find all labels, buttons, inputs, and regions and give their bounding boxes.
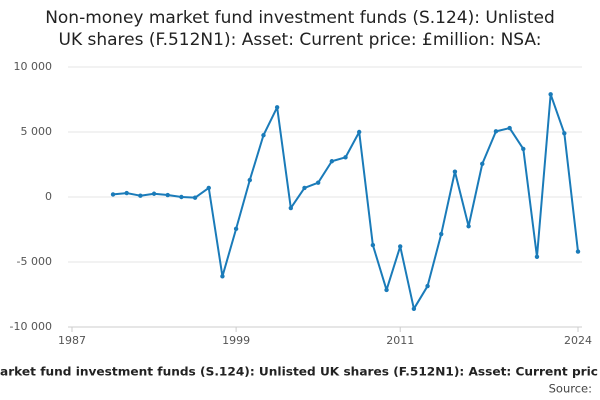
point	[165, 192, 170, 198]
point	[138, 193, 143, 198]
y-tick-label: 0	[45, 190, 52, 203]
y-tick-label: -10 000	[10, 320, 52, 333]
point	[124, 190, 129, 196]
point	[315, 180, 321, 185]
x-tick-label: 2011	[386, 334, 414, 347]
point	[466, 224, 471, 229]
point	[534, 254, 540, 259]
y-tick-label: -5 000	[17, 255, 52, 268]
chart-title: Non-money market fund investment funds (…	[45, 8, 555, 28]
point	[411, 306, 417, 311]
x-tick-label: 2024	[564, 334, 592, 347]
x-tick-label: 1999	[222, 334, 250, 347]
point	[480, 161, 485, 167]
point	[521, 146, 526, 152]
point	[493, 129, 499, 134]
point	[274, 105, 280, 110]
point	[329, 159, 335, 164]
point	[439, 231, 444, 237]
point	[261, 133, 266, 138]
point	[302, 185, 307, 191]
point	[548, 92, 553, 97]
point	[192, 195, 198, 200]
x-axis-label: arket fund investment funds (S.124): Unl…	[0, 365, 598, 379]
chart-title: UK shares (F.512N1): Asset: Current pric…	[59, 30, 542, 50]
point	[151, 191, 157, 196]
point	[398, 244, 403, 249]
x-tick-label: 1987	[58, 334, 86, 347]
point	[343, 155, 348, 160]
y-tick-label: 10 000	[14, 60, 53, 73]
point	[425, 283, 430, 289]
point	[179, 194, 184, 200]
point	[370, 242, 376, 248]
point	[247, 177, 252, 183]
point	[507, 125, 512, 131]
point	[452, 169, 458, 174]
source: Source:	[549, 382, 592, 396]
point	[233, 226, 239, 232]
point	[220, 274, 225, 279]
point	[206, 185, 211, 191]
point	[562, 131, 567, 136]
y-tick-label: 5 000	[21, 125, 53, 138]
point	[356, 129, 362, 135]
point	[384, 287, 389, 293]
point	[575, 249, 581, 254]
point	[110, 192, 116, 197]
point	[288, 205, 294, 211]
